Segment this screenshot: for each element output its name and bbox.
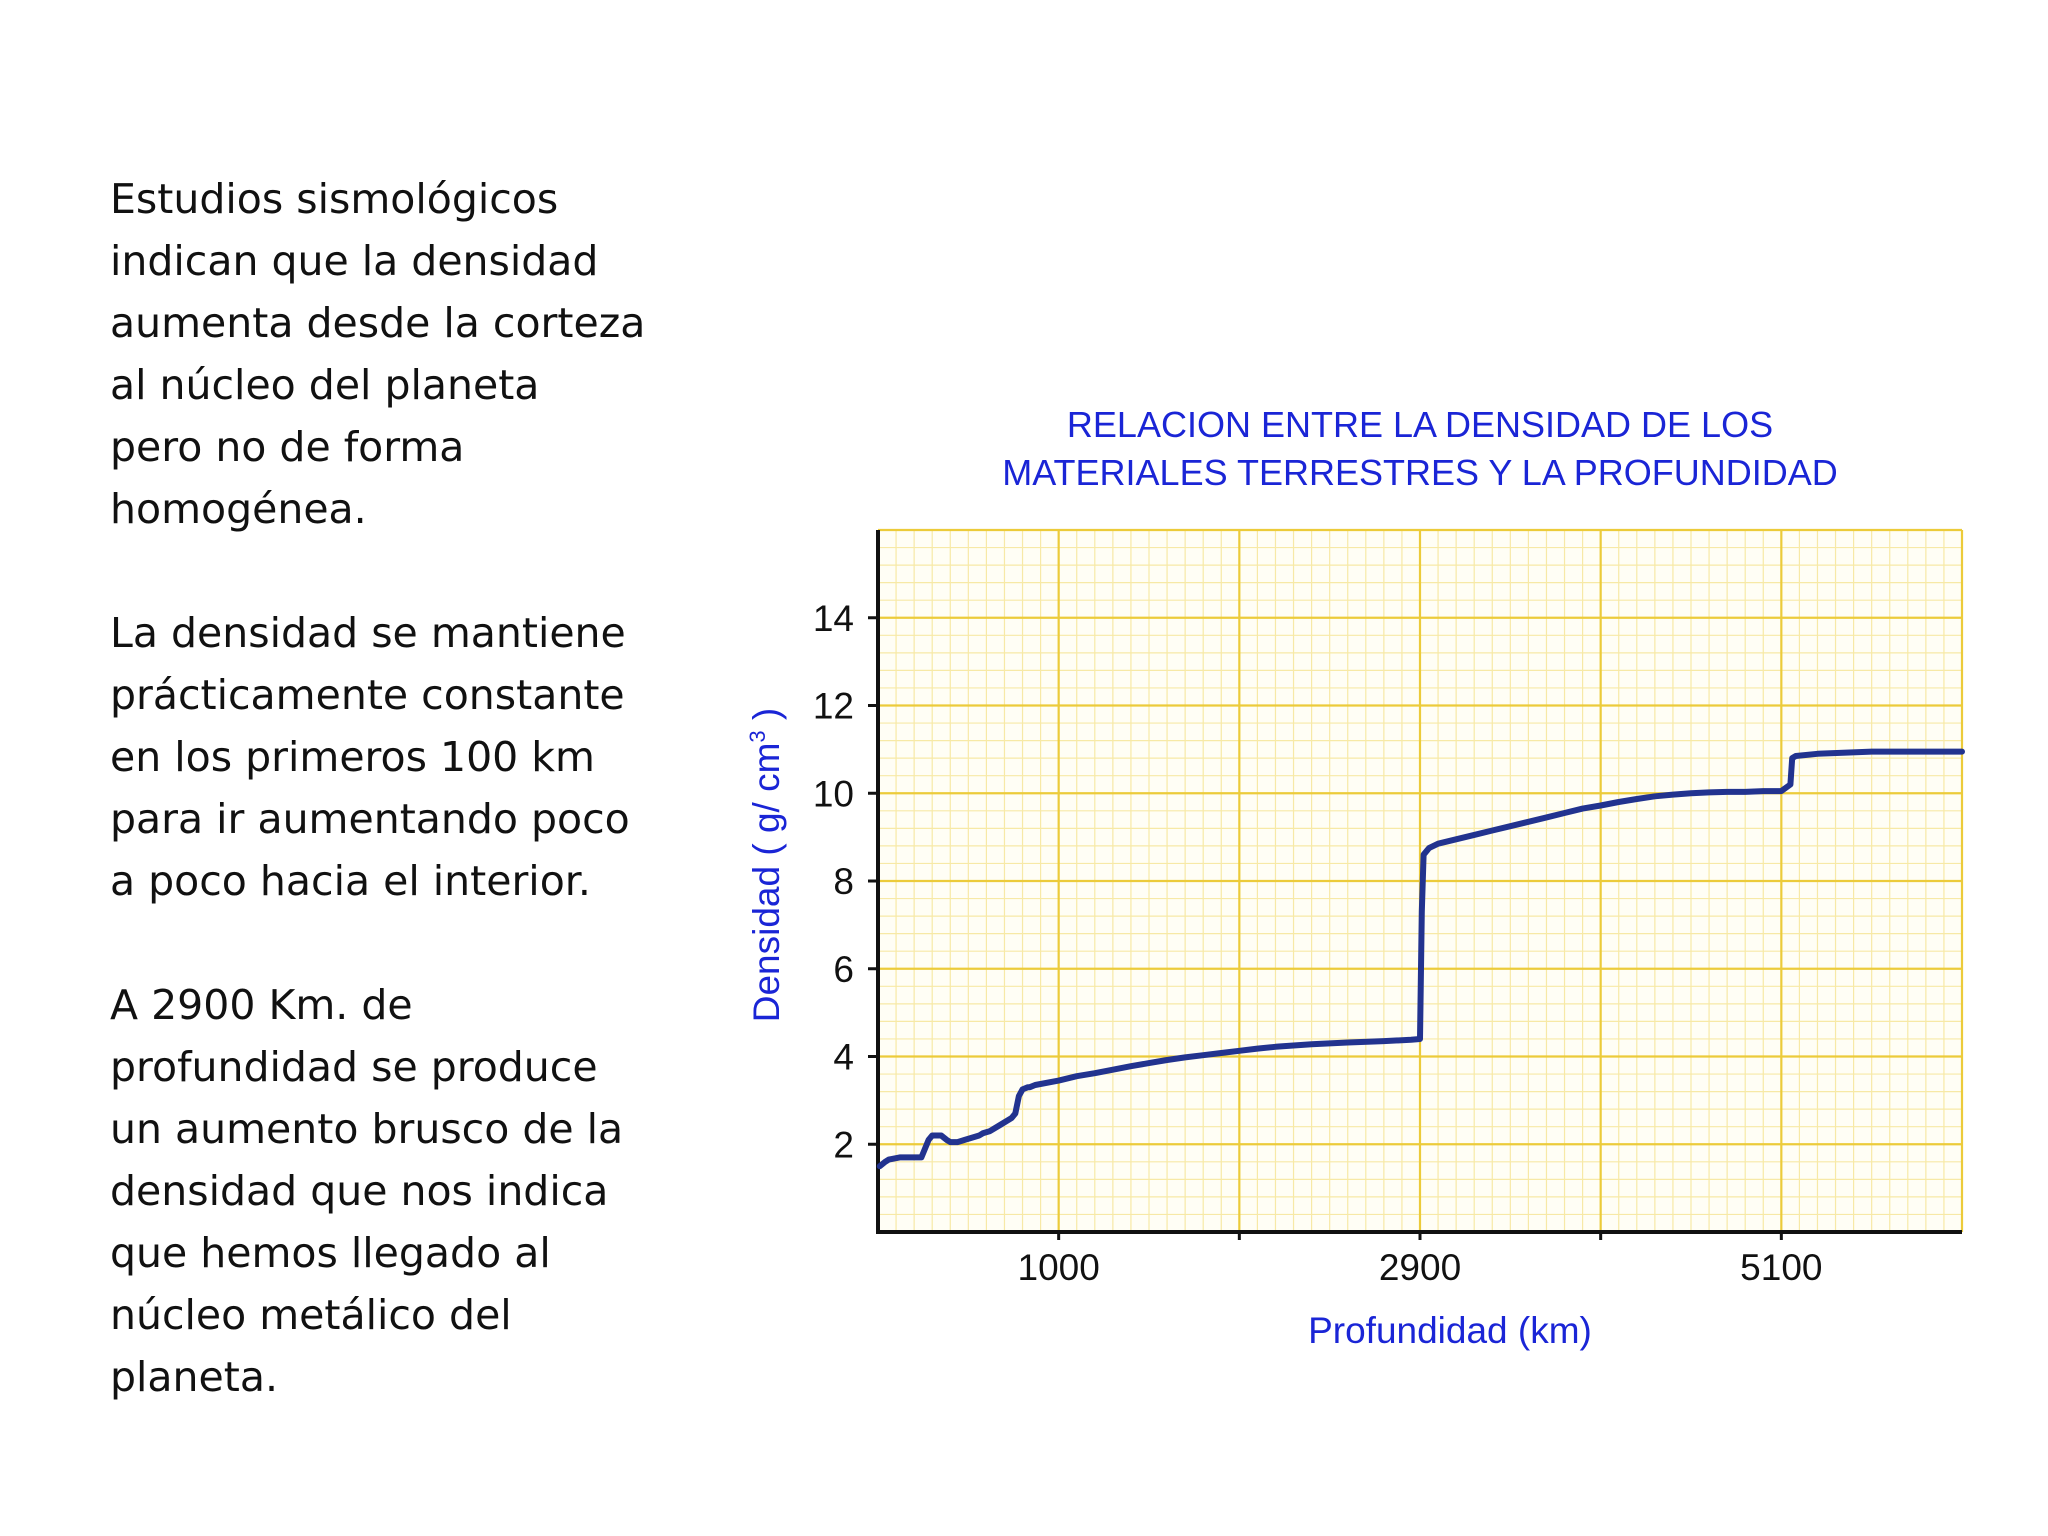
y-axis-label-superscript: 3 (745, 730, 770, 742)
y-axis-label: Densidad ( g/ cm3 ) (745, 708, 787, 1023)
paragraph-constant-100km: La densidad se mantiene prácticamente co… (110, 609, 630, 905)
y-axis-label-main: Densidad ( g/ cm (746, 743, 787, 1023)
x-tick-label: 2900 (1379, 1247, 1461, 1288)
paragraph-density-increase: Estudios sismológicos indican que la den… (110, 175, 646, 533)
x-tick-label: 1000 (1018, 1247, 1100, 1288)
y-tick-label: 14 (813, 598, 854, 639)
y-tick-label: 6 (833, 949, 854, 990)
chart-grid (878, 528, 1964, 1232)
chart-ticks: 1000 2900 5100 2 4 6 8 10 12 14 (813, 598, 1823, 1288)
description-text: Estudios sismológicos indican que la den… (110, 168, 670, 1470)
paragraph-core-2900km: A 2900 Km. de profundidad se produce un … (110, 981, 624, 1401)
chart-series (876, 748, 1965, 1170)
y-tick-label: 4 (833, 1037, 854, 1078)
density-depth-chart: RELACION ENTRE LA DENSIDAD DE LOS MATERI… (745, 404, 1965, 1351)
y-tick-label: 2 (833, 1124, 854, 1165)
chart-title-line2: MATERIALES TERRESTRES Y LA PROFUNDIDAD (1002, 452, 1838, 493)
y-tick-label: 8 (833, 861, 854, 902)
y-tick-label: 10 (813, 773, 854, 814)
y-tick-label: 12 (813, 686, 854, 727)
chart-title-line1: RELACION ENTRE LA DENSIDAD DE LOS (1067, 404, 1773, 445)
x-axis-label: Profundidad (km) (1308, 1310, 1592, 1351)
density-line (876, 748, 1965, 1170)
x-tick-label: 5100 (1740, 1247, 1822, 1288)
y-axis-label-close: ) (746, 708, 787, 731)
